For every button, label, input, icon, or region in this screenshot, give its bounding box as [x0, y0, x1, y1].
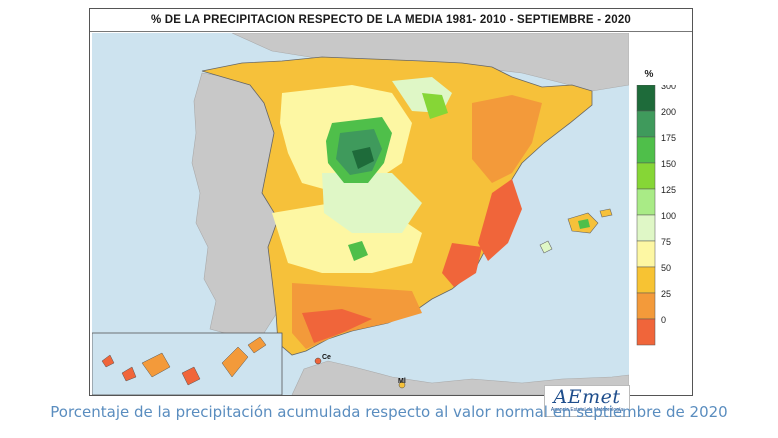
map-title: % DE LA PRECIPITACION RESPECTO DE LA MED… — [90, 9, 692, 32]
zone-above-normal — [322, 173, 422, 233]
legend-swatch — [636, 240, 656, 268]
canary-gran-canaria — [181, 366, 201, 386]
legend: % 300 200 175 150 125 100 75 50 25 0 — [635, 69, 689, 361]
legend-swatch — [636, 110, 656, 138]
zone-very-dry-south — [302, 309, 372, 343]
legend-swatch — [636, 266, 656, 294]
legend-label: 100 — [661, 211, 676, 221]
legend-label: 175 — [661, 133, 676, 143]
canary-fuerteventura — [221, 346, 249, 378]
ceuta-label: Ce — [322, 354, 331, 361]
aemet-logo-text: AEmet — [553, 386, 621, 408]
legend-swatch — [636, 162, 656, 190]
legend-label: 0 — [661, 315, 666, 325]
canary-tenerife — [141, 352, 171, 378]
aemet-logo-subtitle: Agencia Estatal de Meteorología — [550, 407, 624, 413]
aemet-logo: AEmet Agencia Estatal de Meteorología — [544, 385, 630, 417]
zone-dry-east — [472, 95, 542, 183]
legend-unit: % — [644, 69, 654, 80]
legend-swatch — [636, 318, 656, 346]
melilla-label: Ml — [398, 378, 406, 385]
zone-wet-south — [348, 241, 368, 261]
map-frame: % DE LA PRECIPITACION RESPECTO DE LA MED… — [89, 8, 693, 417]
legend-swatch — [636, 85, 656, 112]
zone-extreme-wet — [352, 147, 374, 169]
legend-label: 50 — [661, 263, 671, 273]
legend-swatch — [636, 188, 656, 216]
legend-label: 150 — [661, 159, 676, 169]
canary-lanzarote — [247, 336, 267, 354]
zone-wet-north — [422, 93, 448, 119]
legend-label: 125 — [661, 185, 676, 195]
mallorca-wet — [578, 219, 590, 229]
legend-label: 300 — [661, 85, 676, 91]
ibiza — [539, 240, 553, 254]
canary-la-gomera — [121, 366, 137, 382]
precipitation-map: Ce Ml AEmet Agencia Estatal de Meteorolo… — [91, 32, 630, 417]
legend-scale: 300 200 175 150 125 100 75 50 25 0 — [636, 85, 676, 346]
legend-swatch — [636, 292, 656, 320]
zone-very-dry-east — [478, 179, 522, 261]
figure-caption: Porcentaje de la precipitación acumulada… — [50, 403, 728, 421]
legend-label: 200 — [661, 107, 676, 117]
legend-swatch — [636, 136, 656, 164]
menorca — [599, 208, 613, 218]
zone-very-dry-southeast — [442, 243, 482, 287]
legend-label: 75 — [661, 237, 671, 247]
ceuta-marker — [314, 357, 322, 365]
legend-label: 25 — [661, 289, 671, 299]
melilla-marker — [398, 381, 406, 389]
canary-el-hierro — [101, 354, 115, 368]
map-svg: Ce Ml — [91, 32, 630, 396]
legend-swatch — [636, 214, 656, 242]
